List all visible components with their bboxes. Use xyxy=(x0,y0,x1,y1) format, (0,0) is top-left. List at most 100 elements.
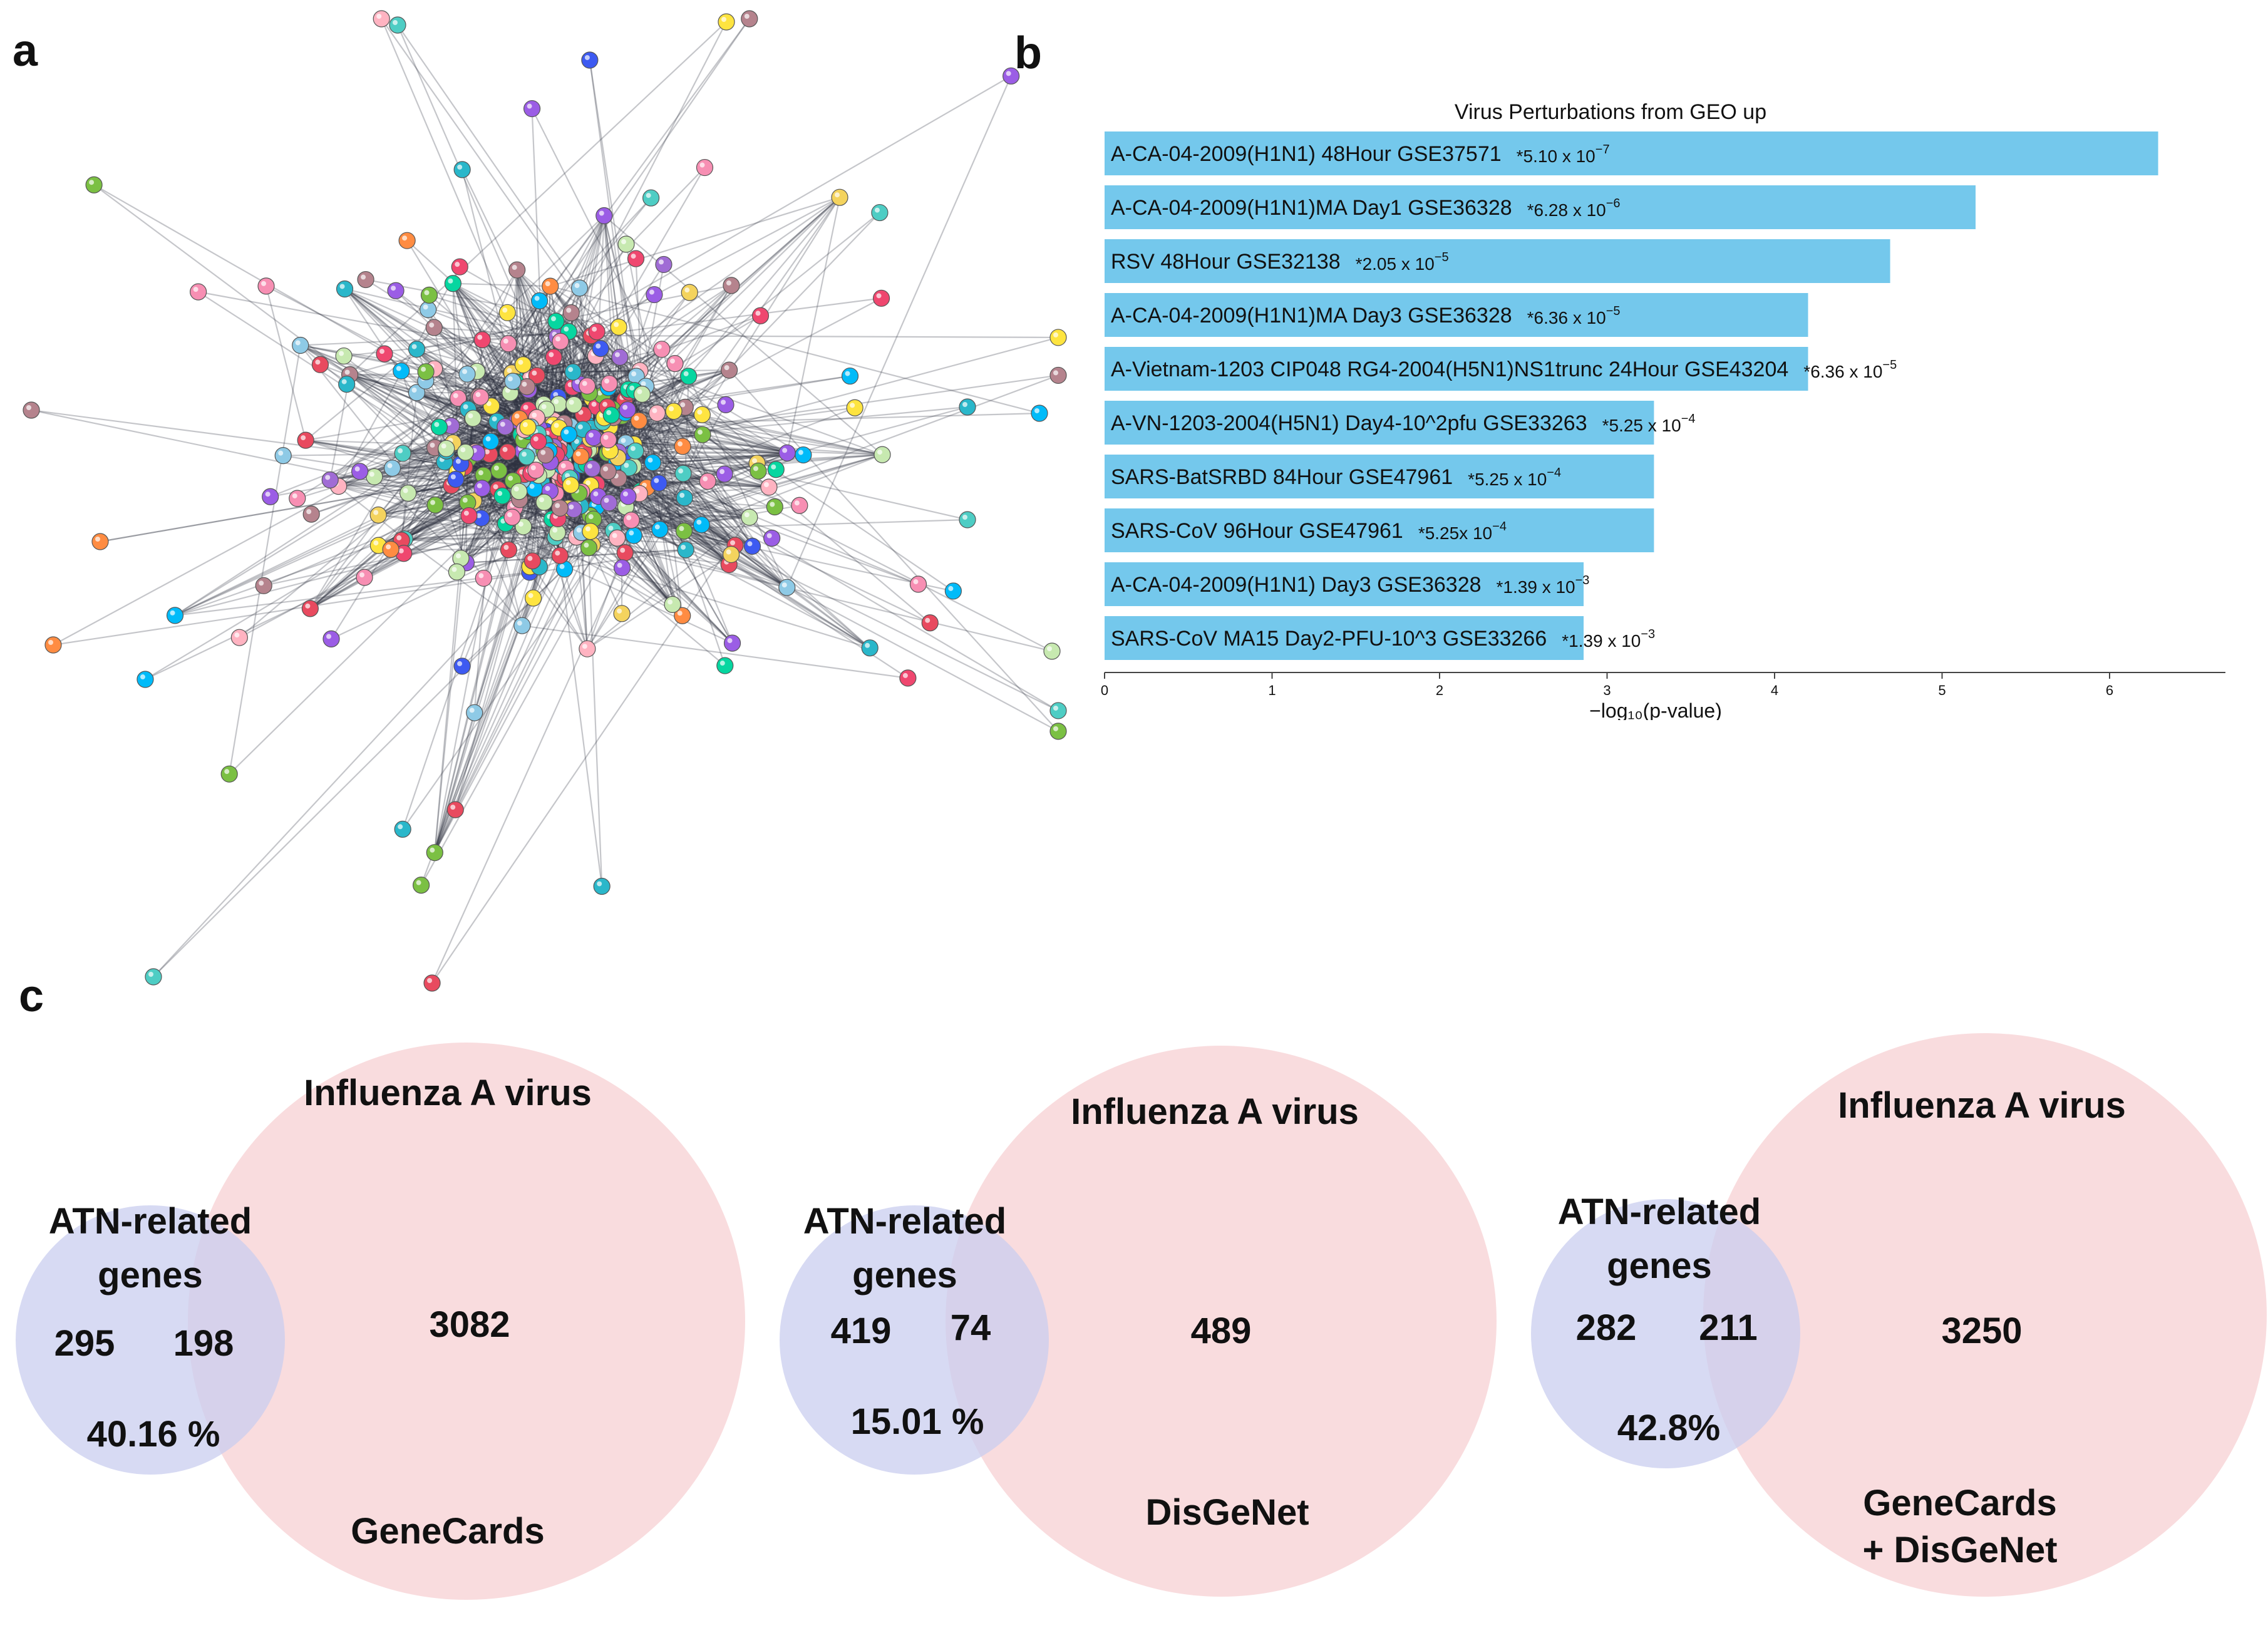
network-node xyxy=(585,429,602,446)
venn-overlap-count: 198 xyxy=(173,1323,234,1364)
x-tick-label: 1 xyxy=(1268,683,1276,698)
network-node xyxy=(899,669,917,687)
venn-source-label: DisGeNet xyxy=(1145,1492,1309,1533)
bar-label: A-CA-04-2009(H1N1)MA Day1 GSE36328 xyxy=(1111,196,1512,220)
network-node xyxy=(644,454,662,471)
venn-left-only-count: 282 xyxy=(1576,1307,1637,1348)
pvalue-label: *5.25x 10−4 xyxy=(1418,520,1507,543)
network-node xyxy=(289,490,306,507)
network-node xyxy=(523,552,541,570)
network-node xyxy=(527,461,545,479)
network-node xyxy=(453,161,471,178)
venn-overlap-percent: 42.8% xyxy=(1617,1408,1720,1448)
bar xyxy=(1105,293,1808,337)
network-node xyxy=(420,286,438,304)
network-node xyxy=(510,483,528,500)
venn-diagram: ATN-related genes Influenza A virus 282 211 3… xyxy=(1531,1033,2267,1597)
network-node xyxy=(791,497,808,514)
network-node xyxy=(570,279,589,297)
venn-overlap-percent: 15.01 % xyxy=(851,1401,984,1442)
pvalue-label: *6.36 x 10−5 xyxy=(1527,304,1621,327)
network-node xyxy=(648,404,666,422)
bar xyxy=(1105,616,1584,660)
network-node xyxy=(602,406,620,424)
network-node xyxy=(1003,67,1020,85)
bar-label: A-CA-04-2009(H1N1) Day3 GSE36328 xyxy=(1111,573,1482,597)
network-node xyxy=(581,51,599,69)
network-node xyxy=(382,540,399,558)
network-node xyxy=(677,541,694,559)
network-node xyxy=(675,522,693,540)
network-node xyxy=(795,446,812,464)
network-node xyxy=(564,363,582,381)
network-node xyxy=(959,511,976,528)
network-node xyxy=(85,176,103,193)
network-node xyxy=(460,507,478,525)
network-node xyxy=(504,373,522,390)
network-node xyxy=(665,403,683,420)
network-node xyxy=(311,356,329,373)
network-node xyxy=(674,465,692,482)
network-node xyxy=(766,498,783,516)
network-node xyxy=(500,541,517,559)
bar-label: SARS-CoV 96Hour GSE47961 xyxy=(1111,519,1403,543)
network-node xyxy=(383,460,401,477)
network-node xyxy=(600,494,618,512)
x-tick-label: 5 xyxy=(1938,683,1946,698)
bar xyxy=(1105,562,1584,606)
network-node xyxy=(519,418,537,436)
network-node xyxy=(497,418,514,436)
network-node xyxy=(584,460,601,477)
network-node xyxy=(472,388,490,406)
network-node xyxy=(582,523,599,540)
network-node xyxy=(846,399,863,416)
network-node xyxy=(444,275,461,292)
network-node xyxy=(1031,404,1048,422)
network-node xyxy=(503,508,521,526)
x-tick-label: 2 xyxy=(1436,683,1443,698)
x-tick-label: 4 xyxy=(1771,683,1778,698)
network-node xyxy=(741,508,758,526)
network-node xyxy=(716,465,733,483)
pvalue-label: *5.25 x 10−4 xyxy=(1468,466,1561,489)
network-node xyxy=(599,463,617,480)
network-node xyxy=(778,579,796,596)
network-node xyxy=(613,605,631,622)
network-node xyxy=(579,377,596,395)
network-node xyxy=(417,363,435,381)
network-node xyxy=(423,974,441,992)
network-node xyxy=(523,100,541,118)
chart-title: Virus Perturbations from GEO up xyxy=(1455,100,1766,124)
network-node xyxy=(399,484,417,502)
network-node xyxy=(595,207,613,225)
venn-left-title: ATN-related genes xyxy=(49,1201,252,1296)
network-node xyxy=(741,10,758,28)
network-node xyxy=(565,396,583,413)
pvalue-label: *5.10 x 10−7 xyxy=(1517,143,1610,166)
network-node xyxy=(676,489,693,507)
network-node xyxy=(466,704,483,721)
network-node xyxy=(292,336,309,354)
venn-right-title: Influenza A virus xyxy=(1071,1091,1359,1132)
network-node xyxy=(613,559,631,577)
venn-circle-influenza xyxy=(946,1046,1497,1597)
network-node xyxy=(552,332,569,350)
network-node xyxy=(473,480,491,497)
bar xyxy=(1105,347,1808,391)
network-node xyxy=(723,634,741,652)
network-node xyxy=(490,461,508,480)
bar xyxy=(1105,131,2158,175)
network-node xyxy=(841,367,859,385)
panel-c-label: c xyxy=(19,971,44,1021)
venn-circle-atn xyxy=(1531,1199,1800,1468)
venn-source-label: GeneCards xyxy=(1863,1483,2056,1523)
network-node xyxy=(545,348,562,366)
network-node xyxy=(1049,723,1067,740)
network-node xyxy=(616,544,634,562)
network-node xyxy=(551,547,569,564)
venn-circle-influenza xyxy=(1703,1033,2267,1597)
venn-diagram: ATN-related genes Influenza A virus 419 74 48… xyxy=(780,1046,1497,1597)
pvalue-label: *2.05 x 10−5 xyxy=(1356,250,1449,274)
network-node xyxy=(653,341,671,358)
venn-overlap-percent: 40.16 % xyxy=(87,1414,220,1455)
